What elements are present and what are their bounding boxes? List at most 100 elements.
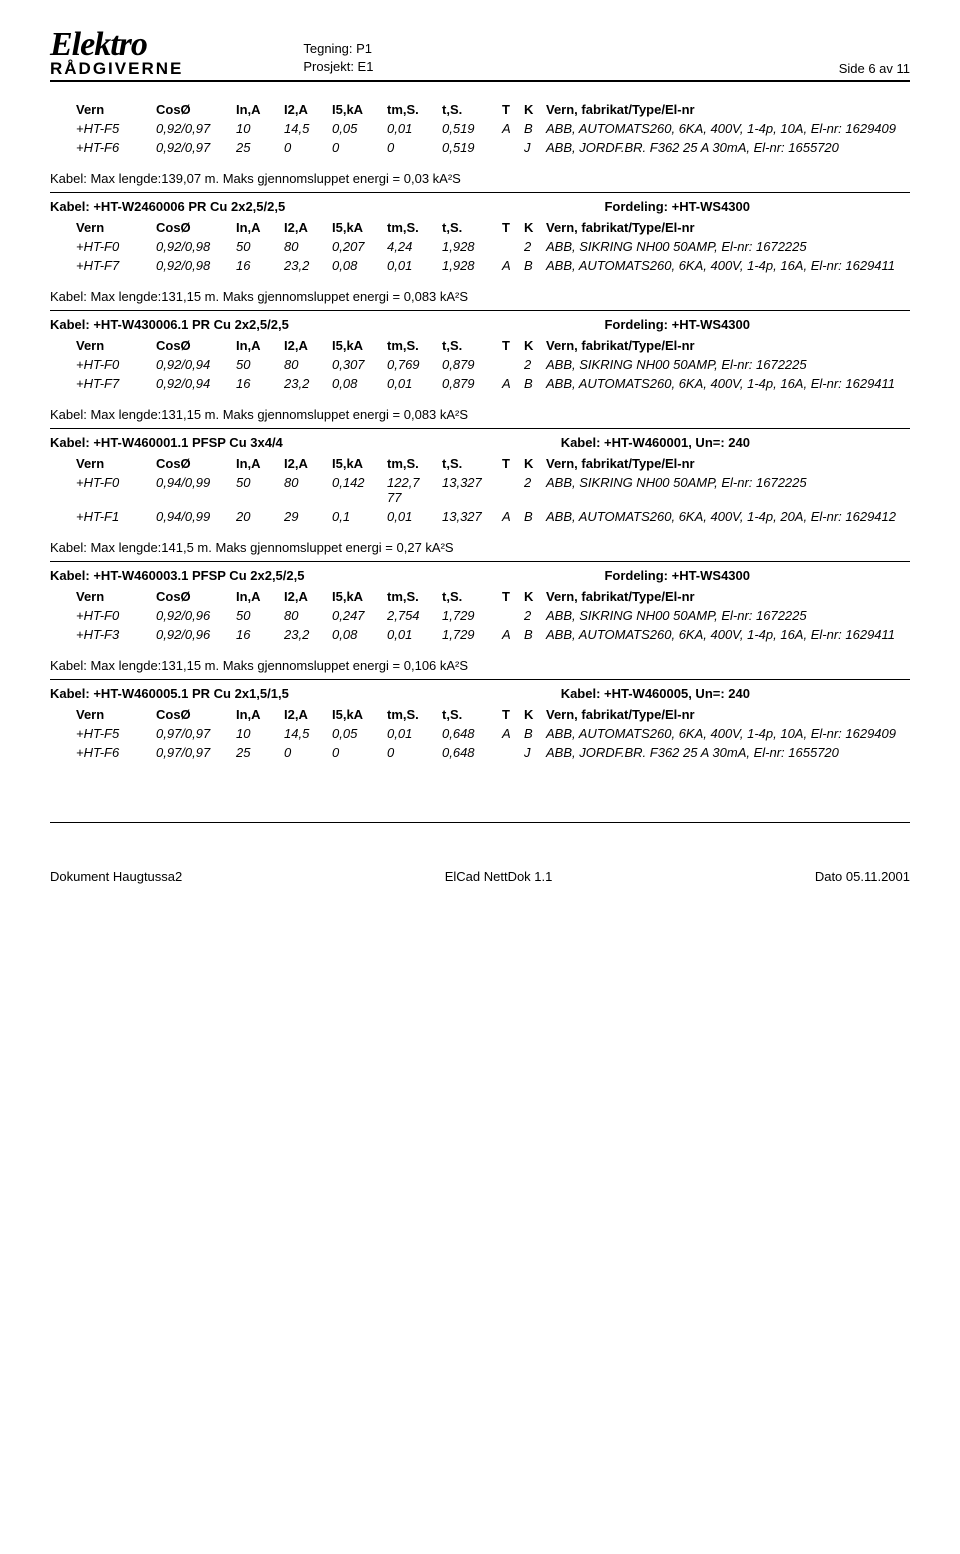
table-row: +HT-F60,97/0,97250000,648JABB, JORDF.BR.… bbox=[72, 743, 910, 762]
kabel-title-1-left: Kabel: +HT-W2460006 PR Cu 2x2,5/2,5 bbox=[50, 199, 285, 214]
block-2: VernCosØIn,AI2,AI5,kAtm,S.t,S.TKVern, fa… bbox=[50, 336, 910, 393]
col-header: Vern bbox=[72, 336, 152, 355]
kabel-title-2-left: Kabel: +HT-W430006.1 PR Cu 2x2,5/2,5 bbox=[50, 317, 289, 332]
table-cell: 0,92/0,96 bbox=[152, 606, 232, 625]
header-rule bbox=[50, 80, 910, 82]
col-header: Vern bbox=[72, 454, 152, 473]
table-cell: 2 bbox=[520, 473, 542, 507]
table-cell: 0,648 bbox=[438, 743, 498, 762]
footer: Dokument Haugtussa2 ElCad NettDok 1.1 Da… bbox=[50, 863, 910, 884]
kabel-title-3-left: Kabel: +HT-W460001.1 PFSP Cu 3x4/4 bbox=[50, 435, 283, 450]
col-header: t,S. bbox=[438, 336, 498, 355]
col-header: K bbox=[520, 587, 542, 606]
table-cell: 80 bbox=[280, 473, 328, 507]
table-cell: 25 bbox=[232, 138, 280, 157]
col-header: In,A bbox=[232, 454, 280, 473]
table-cell: 0,519 bbox=[438, 138, 498, 157]
kabel-title-3: Kabel: +HT-W460001.1 PFSP Cu 3x4/4 Kabel… bbox=[50, 435, 910, 450]
table-cell: 13,327 bbox=[438, 507, 498, 526]
table-cell: ABB, AUTOMATS260, 6KA, 400V, 1-4p, 20A, … bbox=[542, 507, 910, 526]
table-cell: ABB, SIKRING NH00 50AMP, El-nr: 1672225 bbox=[542, 237, 910, 256]
col-header: I2,A bbox=[280, 336, 328, 355]
table-cell: 13,327 bbox=[438, 473, 498, 507]
table-cell bbox=[498, 355, 520, 374]
col-header: T bbox=[498, 218, 520, 237]
table-cell: +HT-F6 bbox=[72, 743, 152, 762]
table-cell: ABB, SIKRING NH00 50AMP, El-nr: 1672225 bbox=[542, 355, 910, 374]
vern-table-0: VernCosØIn,AI2,AI5,kAtm,S.t,S.TKVern, fa… bbox=[72, 100, 910, 157]
col-header: K bbox=[520, 100, 542, 119]
table-cell: 0 bbox=[383, 743, 438, 762]
logo-top-text: Elektro bbox=[50, 26, 147, 63]
col-header: CosØ bbox=[152, 454, 232, 473]
table-cell: 0 bbox=[328, 138, 383, 157]
table-cell: +HT-F5 bbox=[72, 724, 152, 743]
table-cell: 10 bbox=[232, 724, 280, 743]
vern-table-3: VernCosØIn,AI2,AI5,kAtm,S.t,S.TKVern, fa… bbox=[72, 454, 910, 526]
table-cell: 0,142 bbox=[328, 473, 383, 507]
table-cell: 0,519 bbox=[438, 119, 498, 138]
table-row: +HT-F00,92/0,9650800,2472,7541,7292ABB, … bbox=[72, 606, 910, 625]
table-cell: 0,207 bbox=[328, 237, 383, 256]
table-cell: 0,92/0,97 bbox=[152, 138, 232, 157]
table-cell: A bbox=[498, 724, 520, 743]
table-cell: 0,97/0,97 bbox=[152, 724, 232, 743]
block-1: VernCosØIn,AI2,AI5,kAtm,S.t,S.TKVern, fa… bbox=[50, 218, 910, 275]
table-cell: A bbox=[498, 374, 520, 393]
table-cell: 0,92/0,94 bbox=[152, 355, 232, 374]
table-row: +HT-F60,92/0,97250000,519JABB, JORDF.BR.… bbox=[72, 138, 910, 157]
table-cell: B bbox=[520, 256, 542, 275]
table-row: +HT-F70,92/0,981623,20,080,011,928ABABB,… bbox=[72, 256, 910, 275]
table-cell: 0,94/0,99 bbox=[152, 507, 232, 526]
table-cell: 2 bbox=[520, 355, 542, 374]
col-header: CosØ bbox=[152, 218, 232, 237]
kabel-title-2-right: Fordeling: +HT-WS4300 bbox=[604, 317, 750, 332]
col-header: Vern, fabrikat/Type/El-nr bbox=[542, 454, 910, 473]
table-cell: 0,307 bbox=[328, 355, 383, 374]
table-cell: 16 bbox=[232, 374, 280, 393]
col-header: tm,S. bbox=[383, 587, 438, 606]
table-row: +HT-F00,94/0,9950800,142122,7 7713,3272A… bbox=[72, 473, 910, 507]
table-cell: 0,247 bbox=[328, 606, 383, 625]
table-cell: 0,05 bbox=[328, 119, 383, 138]
col-header: tm,S. bbox=[383, 336, 438, 355]
table-cell: ABB, JORDF.BR. F362 25 A 30mA, El-nr: 16… bbox=[542, 138, 910, 157]
divider-1 bbox=[50, 310, 910, 311]
table-cell: ABB, AUTOMATS260, 6KA, 400V, 1-4p, 16A, … bbox=[542, 374, 910, 393]
table-cell: B bbox=[520, 374, 542, 393]
vern-table-5: VernCosØIn,AI2,AI5,kAtm,S.t,S.TKVern, fa… bbox=[72, 705, 910, 762]
kabel-note-3: Kabel: Max lengde:141,5 m. Maks gjennoms… bbox=[50, 540, 910, 555]
table-row: +HT-F30,92/0,961623,20,080,011,729ABABB,… bbox=[72, 625, 910, 644]
col-header: K bbox=[520, 218, 542, 237]
table-cell: 0,92/0,97 bbox=[152, 119, 232, 138]
col-header: tm,S. bbox=[383, 705, 438, 724]
table-cell: B bbox=[520, 724, 542, 743]
table-cell: 2 bbox=[520, 237, 542, 256]
table-cell: 23,2 bbox=[280, 625, 328, 644]
col-header: K bbox=[520, 705, 542, 724]
table-cell: +HT-F6 bbox=[72, 138, 152, 157]
col-header: CosØ bbox=[152, 100, 232, 119]
table-cell: 1,729 bbox=[438, 606, 498, 625]
table-cell: +HT-F7 bbox=[72, 374, 152, 393]
table-cell: 80 bbox=[280, 606, 328, 625]
kabel-title-2: Kabel: +HT-W430006.1 PR Cu 2x2,5/2,5 For… bbox=[50, 317, 910, 332]
footer-rule bbox=[50, 822, 910, 823]
table-cell: 0,05 bbox=[328, 724, 383, 743]
col-header: t,S. bbox=[438, 705, 498, 724]
col-header: Vern, fabrikat/Type/El-nr bbox=[542, 705, 910, 724]
divider-0 bbox=[50, 192, 910, 193]
table-cell: +HT-F7 bbox=[72, 256, 152, 275]
kabel-title-5: Kabel: +HT-W460005.1 PR Cu 2x1,5/1,5 Kab… bbox=[50, 686, 910, 701]
prosjekt-label: Prosjekt: E1 bbox=[303, 58, 838, 76]
table-cell: 0,92/0,96 bbox=[152, 625, 232, 644]
col-header: T bbox=[498, 454, 520, 473]
col-header: tm,S. bbox=[383, 100, 438, 119]
col-header: I2,A bbox=[280, 100, 328, 119]
table-cell: 14,5 bbox=[280, 724, 328, 743]
col-header: Vern bbox=[72, 100, 152, 119]
table-cell: 4,24 bbox=[383, 237, 438, 256]
col-header: K bbox=[520, 336, 542, 355]
kabel-title-1: Kabel: +HT-W2460006 PR Cu 2x2,5/2,5 Ford… bbox=[50, 199, 910, 214]
table-cell: 0,769 bbox=[383, 355, 438, 374]
